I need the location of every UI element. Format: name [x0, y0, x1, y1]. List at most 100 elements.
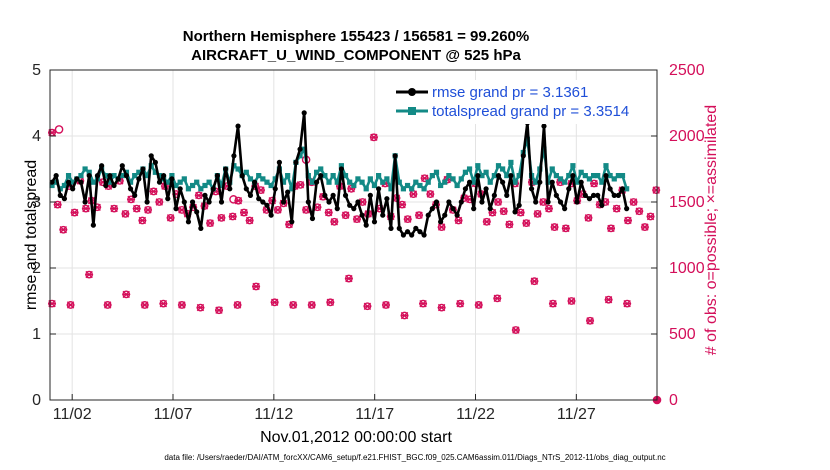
rmse-point — [380, 212, 386, 218]
rmse-point — [214, 173, 220, 179]
rmse-point — [607, 186, 613, 192]
totalspread-point — [347, 179, 353, 185]
rmse-point — [181, 199, 187, 205]
totalspread-point — [301, 146, 307, 152]
obs-point — [415, 211, 424, 220]
rmse-point — [421, 232, 427, 238]
totalspread-point — [562, 179, 568, 185]
rmse-line — [50, 111, 628, 237]
rmse-point — [289, 219, 295, 225]
y-tick-label-right: 2500 — [669, 62, 705, 79]
obs-point — [652, 186, 661, 195]
rmse-point — [413, 225, 419, 231]
totalspread-point — [442, 179, 448, 185]
totalspread-point — [177, 179, 183, 185]
totalspread-point — [504, 173, 510, 179]
rmse-point — [562, 206, 568, 212]
rmse-point — [586, 196, 593, 202]
obs-point — [604, 295, 613, 304]
rmse-point — [198, 225, 204, 231]
rmse-point — [318, 173, 324, 179]
obs-point — [194, 191, 203, 200]
totalspread-point — [119, 173, 125, 179]
y-tick-label-right: 500 — [669, 326, 696, 343]
plot-area — [50, 70, 657, 400]
x-tick-label: 11/22 — [456, 406, 495, 423]
rmse-point — [400, 232, 407, 238]
legend: rmse grand pr = 3.1361 totalspread grand… — [392, 80, 654, 124]
totalspread-point — [429, 173, 435, 179]
totalspread-point — [446, 173, 452, 179]
totalspread-point — [330, 173, 336, 179]
totalspread-point — [326, 179, 332, 185]
rmse-point — [599, 202, 605, 208]
totalspread-point — [421, 186, 427, 192]
totalspread-point — [152, 169, 158, 175]
totalspread-point — [198, 186, 204, 192]
rmse-point — [206, 199, 212, 205]
totalspread-point — [553, 173, 559, 179]
totalspread-point — [582, 173, 588, 179]
totalspread-point — [53, 179, 59, 185]
totalspread-point — [367, 176, 373, 182]
rmse-point — [57, 192, 63, 198]
rmse-point — [61, 196, 68, 202]
totalspread-point — [409, 186, 415, 192]
rmse-point — [260, 199, 266, 205]
rmse-point — [566, 186, 572, 192]
rmse-point — [239, 173, 245, 179]
obs-point — [437, 303, 446, 312]
rmse-point — [541, 123, 547, 129]
rmse-point — [90, 222, 96, 228]
rmse-point — [619, 186, 626, 192]
legend-marker-spread — [408, 107, 416, 115]
totalspread-point — [342, 173, 349, 179]
totalspread-point — [495, 163, 502, 169]
rmse-point — [115, 176, 121, 182]
obs-point — [217, 213, 226, 222]
obs-point — [302, 206, 311, 214]
obs-point — [289, 301, 298, 309]
obs-point — [122, 290, 131, 299]
y-axis-label-left: rmse and totalspread — [23, 160, 40, 310]
obs-point — [81, 204, 90, 213]
rmse-point — [342, 192, 349, 198]
rmse-point — [148, 153, 154, 159]
obs-point — [110, 204, 119, 213]
totalspread-point — [285, 173, 291, 179]
totalspread-point — [363, 186, 369, 192]
totalspread-point — [194, 179, 200, 185]
totalspread-point — [578, 169, 584, 175]
totalspread-point — [338, 163, 345, 169]
totalspread-point — [156, 173, 163, 179]
obs-point — [403, 215, 412, 224]
obs-point — [400, 311, 409, 320]
totalspread-point — [566, 173, 572, 179]
rmse-point — [396, 225, 402, 231]
totalspread-point — [475, 163, 481, 169]
rmse-point — [475, 173, 481, 179]
obs-point — [330, 217, 339, 226]
totalspread-point — [388, 186, 394, 192]
totalspread-point — [334, 179, 340, 185]
rmse-point — [417, 229, 423, 235]
rmse-point — [256, 196, 262, 202]
totalspread-point — [144, 173, 150, 179]
obs-point — [85, 270, 94, 279]
rmse-point — [86, 173, 92, 179]
totalspread-point — [487, 179, 493, 185]
rmse-point — [533, 199, 539, 205]
rmse-point — [285, 189, 291, 195]
obs-point — [103, 301, 112, 309]
obs-point — [456, 299, 465, 308]
obs-possible-marker — [229, 195, 238, 204]
totalspread-point — [181, 176, 187, 182]
rmse-point — [454, 212, 460, 218]
totalspread-point — [165, 179, 171, 185]
obs-point — [341, 211, 350, 220]
totalspread-point — [309, 179, 316, 185]
rmse-point — [615, 192, 621, 198]
rmse-point — [70, 186, 76, 192]
totalspread-point — [280, 179, 287, 185]
totalspread-point — [313, 169, 320, 175]
